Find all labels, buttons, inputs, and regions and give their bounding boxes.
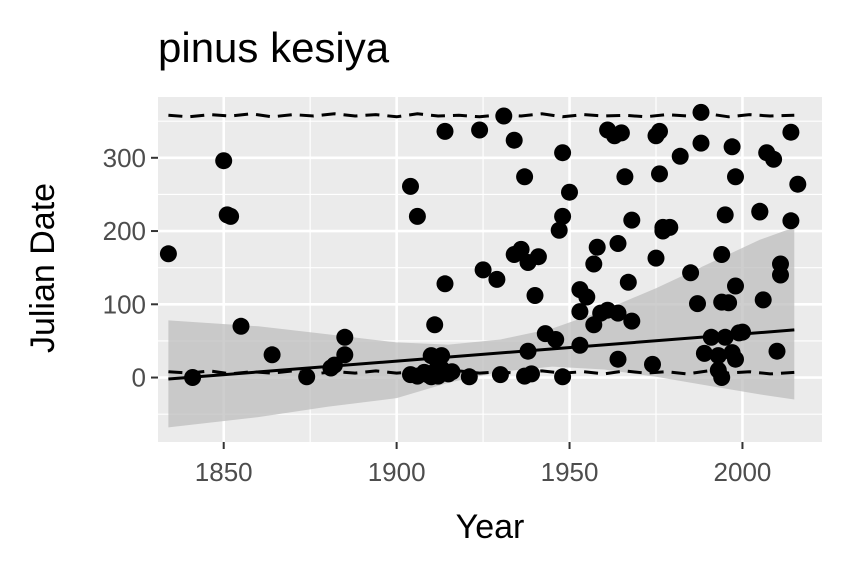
data-point [609, 235, 627, 252]
data-point [765, 150, 783, 168]
data-point [727, 277, 744, 295]
chart-title: pinus kesiya [158, 24, 390, 71]
data-point [651, 165, 668, 183]
data-point [727, 168, 744, 186]
data-point [443, 363, 461, 381]
data-point [692, 103, 710, 121]
data-point [232, 317, 250, 335]
y-tick-label: 0 [132, 363, 146, 393]
y-axis-title: Julian Date [24, 183, 62, 353]
trend-line [168, 328, 795, 381]
data-point [619, 273, 637, 291]
y-tick-label: 100 [103, 289, 146, 319]
data-point [471, 121, 489, 139]
data-point [298, 368, 316, 386]
data-point [682, 264, 700, 282]
data-point [727, 350, 744, 368]
data-point [616, 168, 634, 186]
data-point [661, 218, 679, 236]
x-tick-label: 1900 [368, 457, 426, 487]
data-point [751, 203, 769, 221]
data-point [336, 328, 354, 346]
data-point [782, 123, 800, 141]
data-point [523, 365, 540, 383]
data-point [474, 261, 492, 279]
data-point [571, 303, 589, 321]
data-point [408, 207, 426, 225]
data-point [723, 138, 741, 156]
data-point [436, 122, 454, 140]
data-point [647, 249, 665, 267]
upper-dashed-line [168, 112, 795, 119]
data-point [695, 344, 713, 362]
data-point [644, 355, 661, 373]
x-tick-label: 1850 [195, 457, 253, 487]
data-point [550, 221, 568, 239]
lower-dashed-line [168, 369, 795, 376]
data-point [623, 312, 641, 330]
scatter-points [159, 103, 807, 386]
data-point [460, 368, 478, 386]
data-point [512, 240, 530, 258]
data-point [720, 294, 738, 312]
data-point [495, 107, 513, 125]
data-point [529, 248, 547, 266]
data-point [734, 323, 751, 341]
data-point [159, 245, 177, 263]
data-point [689, 295, 706, 313]
confidence-ribbon [168, 227, 795, 428]
data-point [578, 288, 596, 306]
y-tick-label: 200 [103, 216, 146, 246]
data-point [754, 291, 772, 309]
data-point [713, 246, 731, 263]
data-point [609, 350, 627, 368]
data-point [671, 147, 689, 165]
data-point [612, 124, 630, 142]
data-point [526, 287, 544, 304]
data-point [426, 316, 444, 334]
data-point [716, 328, 734, 346]
y-tick-label: 300 [103, 143, 146, 173]
data-point [789, 175, 807, 193]
data-point [505, 131, 523, 149]
data-point [623, 211, 641, 229]
data-point [713, 369, 731, 386]
x-tick-label: 1950 [541, 457, 599, 487]
data-point [709, 347, 727, 365]
data-point [402, 177, 419, 195]
data-point [651, 122, 668, 140]
data-point [263, 346, 281, 364]
data-point [215, 152, 233, 170]
data-point [516, 168, 534, 186]
data-point [609, 304, 627, 322]
data-point [782, 212, 800, 230]
data-point [554, 207, 572, 225]
data-point [716, 206, 734, 224]
data-point [772, 255, 789, 273]
x-axis-title: Year [456, 508, 525, 546]
data-point [692, 134, 710, 152]
data-point [491, 366, 509, 384]
data-point [768, 342, 786, 360]
data-point [554, 144, 572, 162]
data-point [336, 346, 354, 364]
data-point [554, 368, 572, 386]
data-point [436, 275, 454, 293]
x-tick-label: 2000 [714, 457, 772, 487]
data-point [561, 183, 578, 201]
data-point [585, 255, 603, 273]
axes: 1850 1900 1950 2000 0 100 200 300 [103, 143, 772, 487]
data-point [488, 270, 506, 288]
data-point [547, 331, 565, 348]
data-point [433, 347, 451, 365]
data-point [588, 238, 606, 256]
data-point [222, 207, 240, 225]
